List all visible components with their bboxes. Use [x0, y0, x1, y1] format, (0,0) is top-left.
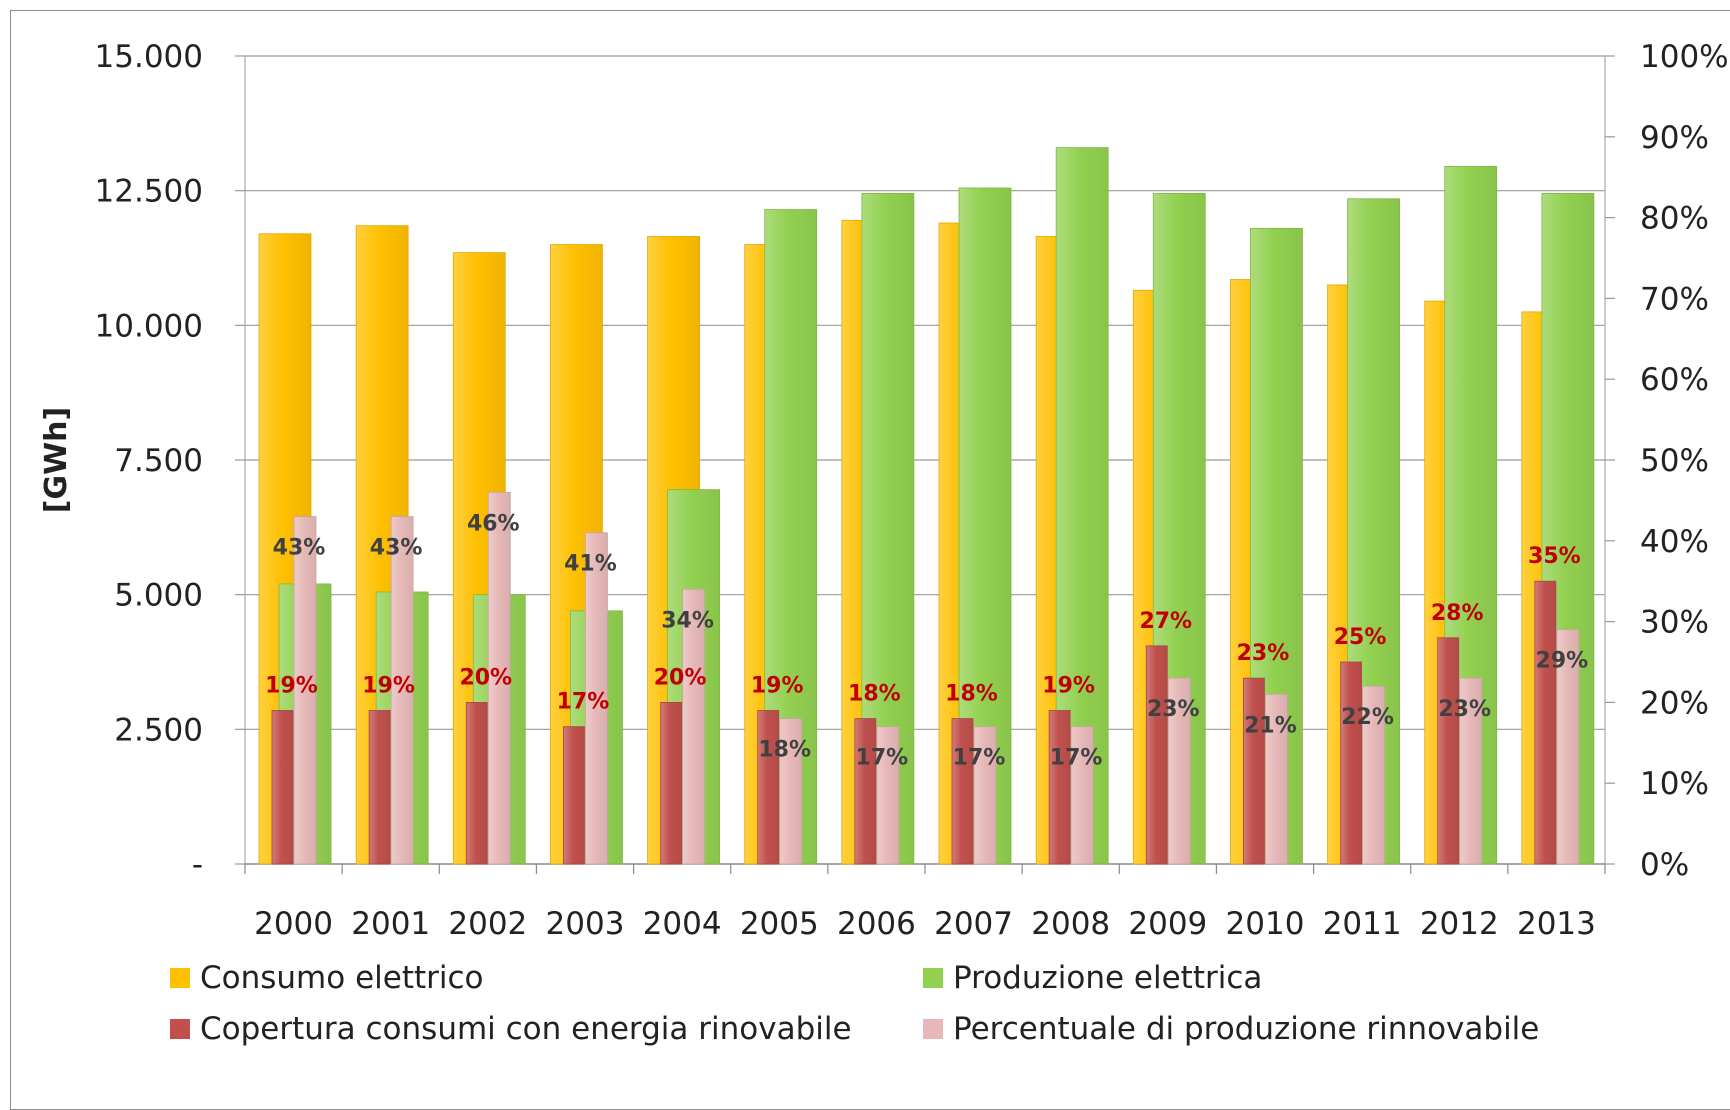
bar-copertura	[1340, 661, 1362, 865]
data-label-copertura: 23%	[1237, 641, 1290, 666]
y2-tick-label: 40%	[1640, 524, 1709, 560]
bar-copertura	[368, 710, 391, 865]
bar-percentuale	[1265, 693, 1288, 865]
y2-tick-label: 10%	[1640, 766, 1709, 802]
x-tick-label: 2000	[254, 906, 333, 942]
bar-percentuale	[390, 516, 414, 865]
bar-percentuale	[1167, 677, 1191, 865]
x-tick-label: 2007	[934, 906, 1013, 942]
x-tick-label: 2008	[1031, 906, 1110, 942]
legend-swatch	[923, 1019, 943, 1039]
y-tick-label: 2.500	[114, 712, 203, 748]
bar-percentuale	[293, 516, 317, 865]
bar-copertura	[854, 718, 877, 865]
y2-tick-label: 60%	[1640, 362, 1709, 398]
y2-tick-label: 80%	[1640, 201, 1709, 237]
bar-percentuale	[1556, 629, 1580, 865]
y-tick-label: 10.000	[95, 308, 203, 344]
bar-copertura	[1437, 637, 1460, 865]
data-label-percentuale: 46%	[467, 511, 520, 536]
y2-tick-label: 0%	[1640, 847, 1689, 883]
legend-swatch	[923, 968, 943, 988]
data-label-percentuale: 23%	[1438, 697, 1491, 722]
data-label-percentuale: 23%	[1147, 697, 1200, 722]
y-tick-label: -	[192, 847, 203, 883]
x-tick-label: 2009	[1128, 906, 1207, 942]
data-label-percentuale: 43%	[370, 536, 423, 561]
bar-copertura	[563, 726, 585, 865]
y2-tick-label: 30%	[1640, 605, 1709, 641]
data-label-copertura: 20%	[654, 665, 707, 690]
legend-label: Copertura consumi con energia rinovabile	[200, 1011, 852, 1047]
data-label-percentuale: 34%	[661, 608, 714, 633]
data-label-copertura: 19%	[265, 673, 318, 698]
bar-copertura	[1048, 710, 1071, 865]
bar-copertura	[271, 710, 294, 865]
bar-percentuale	[876, 726, 900, 865]
y-tick-label: 15.000	[95, 39, 203, 75]
x-tick-label: 2011	[1323, 906, 1402, 942]
bar-percentuale	[682, 588, 705, 865]
y2-tick-label: 70%	[1640, 281, 1709, 317]
data-label-copertura: 35%	[1528, 544, 1581, 569]
data-label-copertura: 19%	[751, 673, 804, 698]
bar-percentuale	[585, 532, 608, 865]
data-label-percentuale: 18%	[758, 738, 811, 763]
y2-tick-label: 20%	[1640, 685, 1709, 721]
data-label-percentuale: 41%	[564, 552, 617, 577]
data-label-percentuale: 17%	[856, 746, 909, 771]
data-label-percentuale: 17%	[953, 746, 1006, 771]
data-label-copertura: 19%	[1042, 673, 1095, 698]
y-axis-label: [GWh]	[39, 407, 74, 514]
x-tick-label: 2004	[643, 906, 722, 942]
legend-swatch	[170, 968, 190, 988]
data-label-percentuale: 29%	[1536, 649, 1589, 674]
y-tick-label: 7.500	[114, 443, 203, 479]
x-tick-label: 2012	[1420, 906, 1499, 942]
y-tick-label: 12.500	[95, 174, 203, 210]
bar-percentuale	[487, 491, 511, 865]
legend-label: Percentuale di produzione rinnovabile	[953, 1011, 1539, 1047]
x-tick-label: 2013	[1517, 906, 1596, 942]
legend-swatch	[170, 1019, 190, 1039]
bar-percentuale	[1459, 677, 1483, 865]
bar-percentuale	[779, 718, 803, 865]
data-label-copertura: 28%	[1431, 601, 1484, 626]
bar-copertura	[1145, 645, 1168, 865]
data-label-percentuale: 17%	[1050, 746, 1103, 771]
bar-copertura	[757, 710, 780, 865]
chart: - 2.500 5.000 7.500 10.000 12.500 15.000 0% 10% 2…	[39, 39, 1729, 1047]
bar-percentuale	[1362, 685, 1385, 865]
y2-tick-label: 90%	[1640, 120, 1709, 156]
data-label-copertura: 25%	[1334, 625, 1387, 650]
x-tick-label: 2006	[837, 906, 916, 942]
data-label-copertura: 17%	[557, 690, 610, 715]
x-tick-label: 2001	[351, 906, 430, 942]
data-label-copertura: 20%	[459, 665, 512, 690]
bar-percentuale	[973, 726, 997, 865]
data-label-copertura: 27%	[1139, 609, 1192, 634]
x-tick-label: 2003	[546, 906, 625, 942]
data-label-percentuale: 43%	[273, 536, 326, 561]
x-tick-label: 2002	[448, 906, 527, 942]
bar-copertura	[951, 718, 974, 865]
bar-copertura	[1534, 580, 1557, 865]
y2-tick-label: 50%	[1640, 443, 1709, 479]
x-tick-label: 2005	[740, 906, 819, 942]
data-label-copertura: 18%	[848, 682, 901, 707]
legend-label: Produzione elettrica	[953, 960, 1262, 996]
bar-copertura	[660, 702, 682, 865]
data-label-percentuale: 22%	[1341, 705, 1394, 730]
data-label-copertura: 18%	[945, 682, 998, 707]
y-tick-label: 5.000	[114, 578, 203, 614]
legend-label: Consumo elettrico	[200, 960, 484, 996]
data-label-percentuale: 21%	[1244, 713, 1297, 738]
bar-copertura	[465, 702, 488, 865]
bar-percentuale	[1070, 726, 1094, 865]
data-label-copertura: 19%	[362, 673, 415, 698]
x-tick-label: 2010	[1226, 906, 1305, 942]
bar-copertura	[1243, 677, 1265, 865]
y2-tick-label: 100%	[1640, 39, 1729, 75]
